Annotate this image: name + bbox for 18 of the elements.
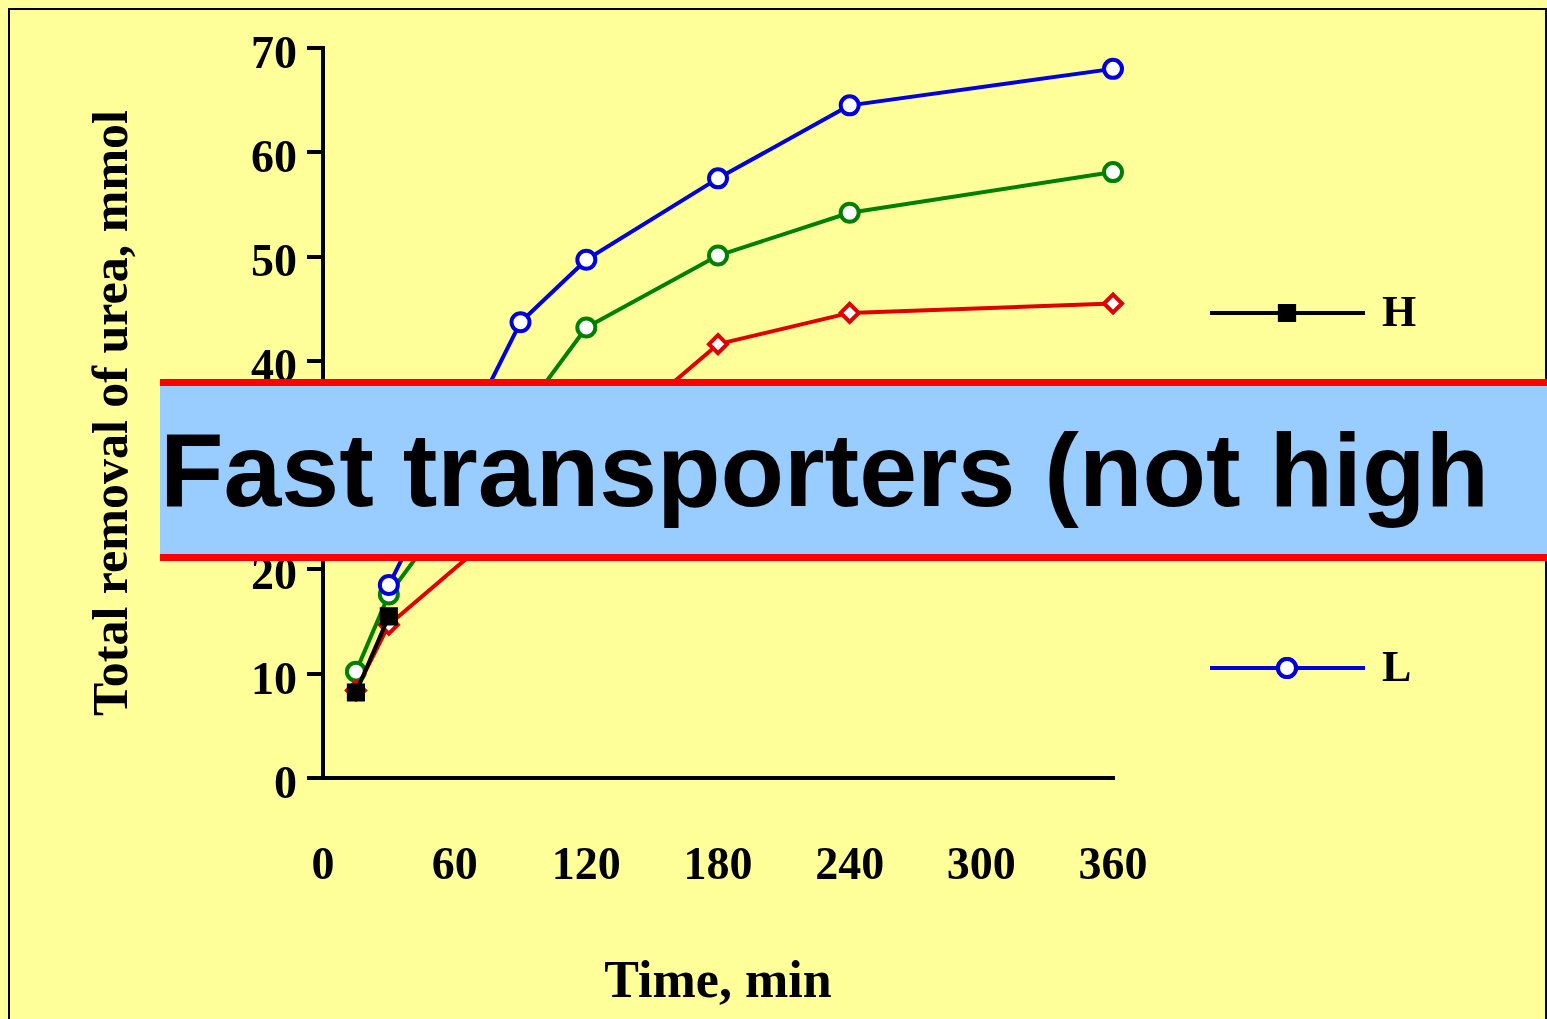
x-tick-label: 360 xyxy=(1078,838,1148,890)
x-tick-label: 300 xyxy=(946,838,1016,890)
x-axis-title: Time, min xyxy=(604,951,832,1009)
x-tick-label: 0 xyxy=(311,838,335,890)
callout-banner: Fast transporters (not high xyxy=(160,379,1547,561)
y-tick-label: 10 xyxy=(251,652,297,704)
y-tick-label: 0 xyxy=(274,756,297,808)
y-axis-title: Total removal of urea, mmol xyxy=(81,109,138,716)
x-tick-label: 180 xyxy=(683,838,753,890)
x-tick-label: 60 xyxy=(431,838,478,890)
legend-label: H xyxy=(1382,287,1417,337)
x-tick-label: 120 xyxy=(551,838,621,890)
y-tick-label: 70 xyxy=(251,26,297,78)
annotation: Fast transporters (not high xyxy=(160,412,1489,528)
x-tick-label: 240 xyxy=(815,838,885,890)
y-tick-label: 50 xyxy=(251,235,297,287)
legend-label: L xyxy=(1382,642,1412,692)
y-tick-label: 60 xyxy=(251,131,297,183)
